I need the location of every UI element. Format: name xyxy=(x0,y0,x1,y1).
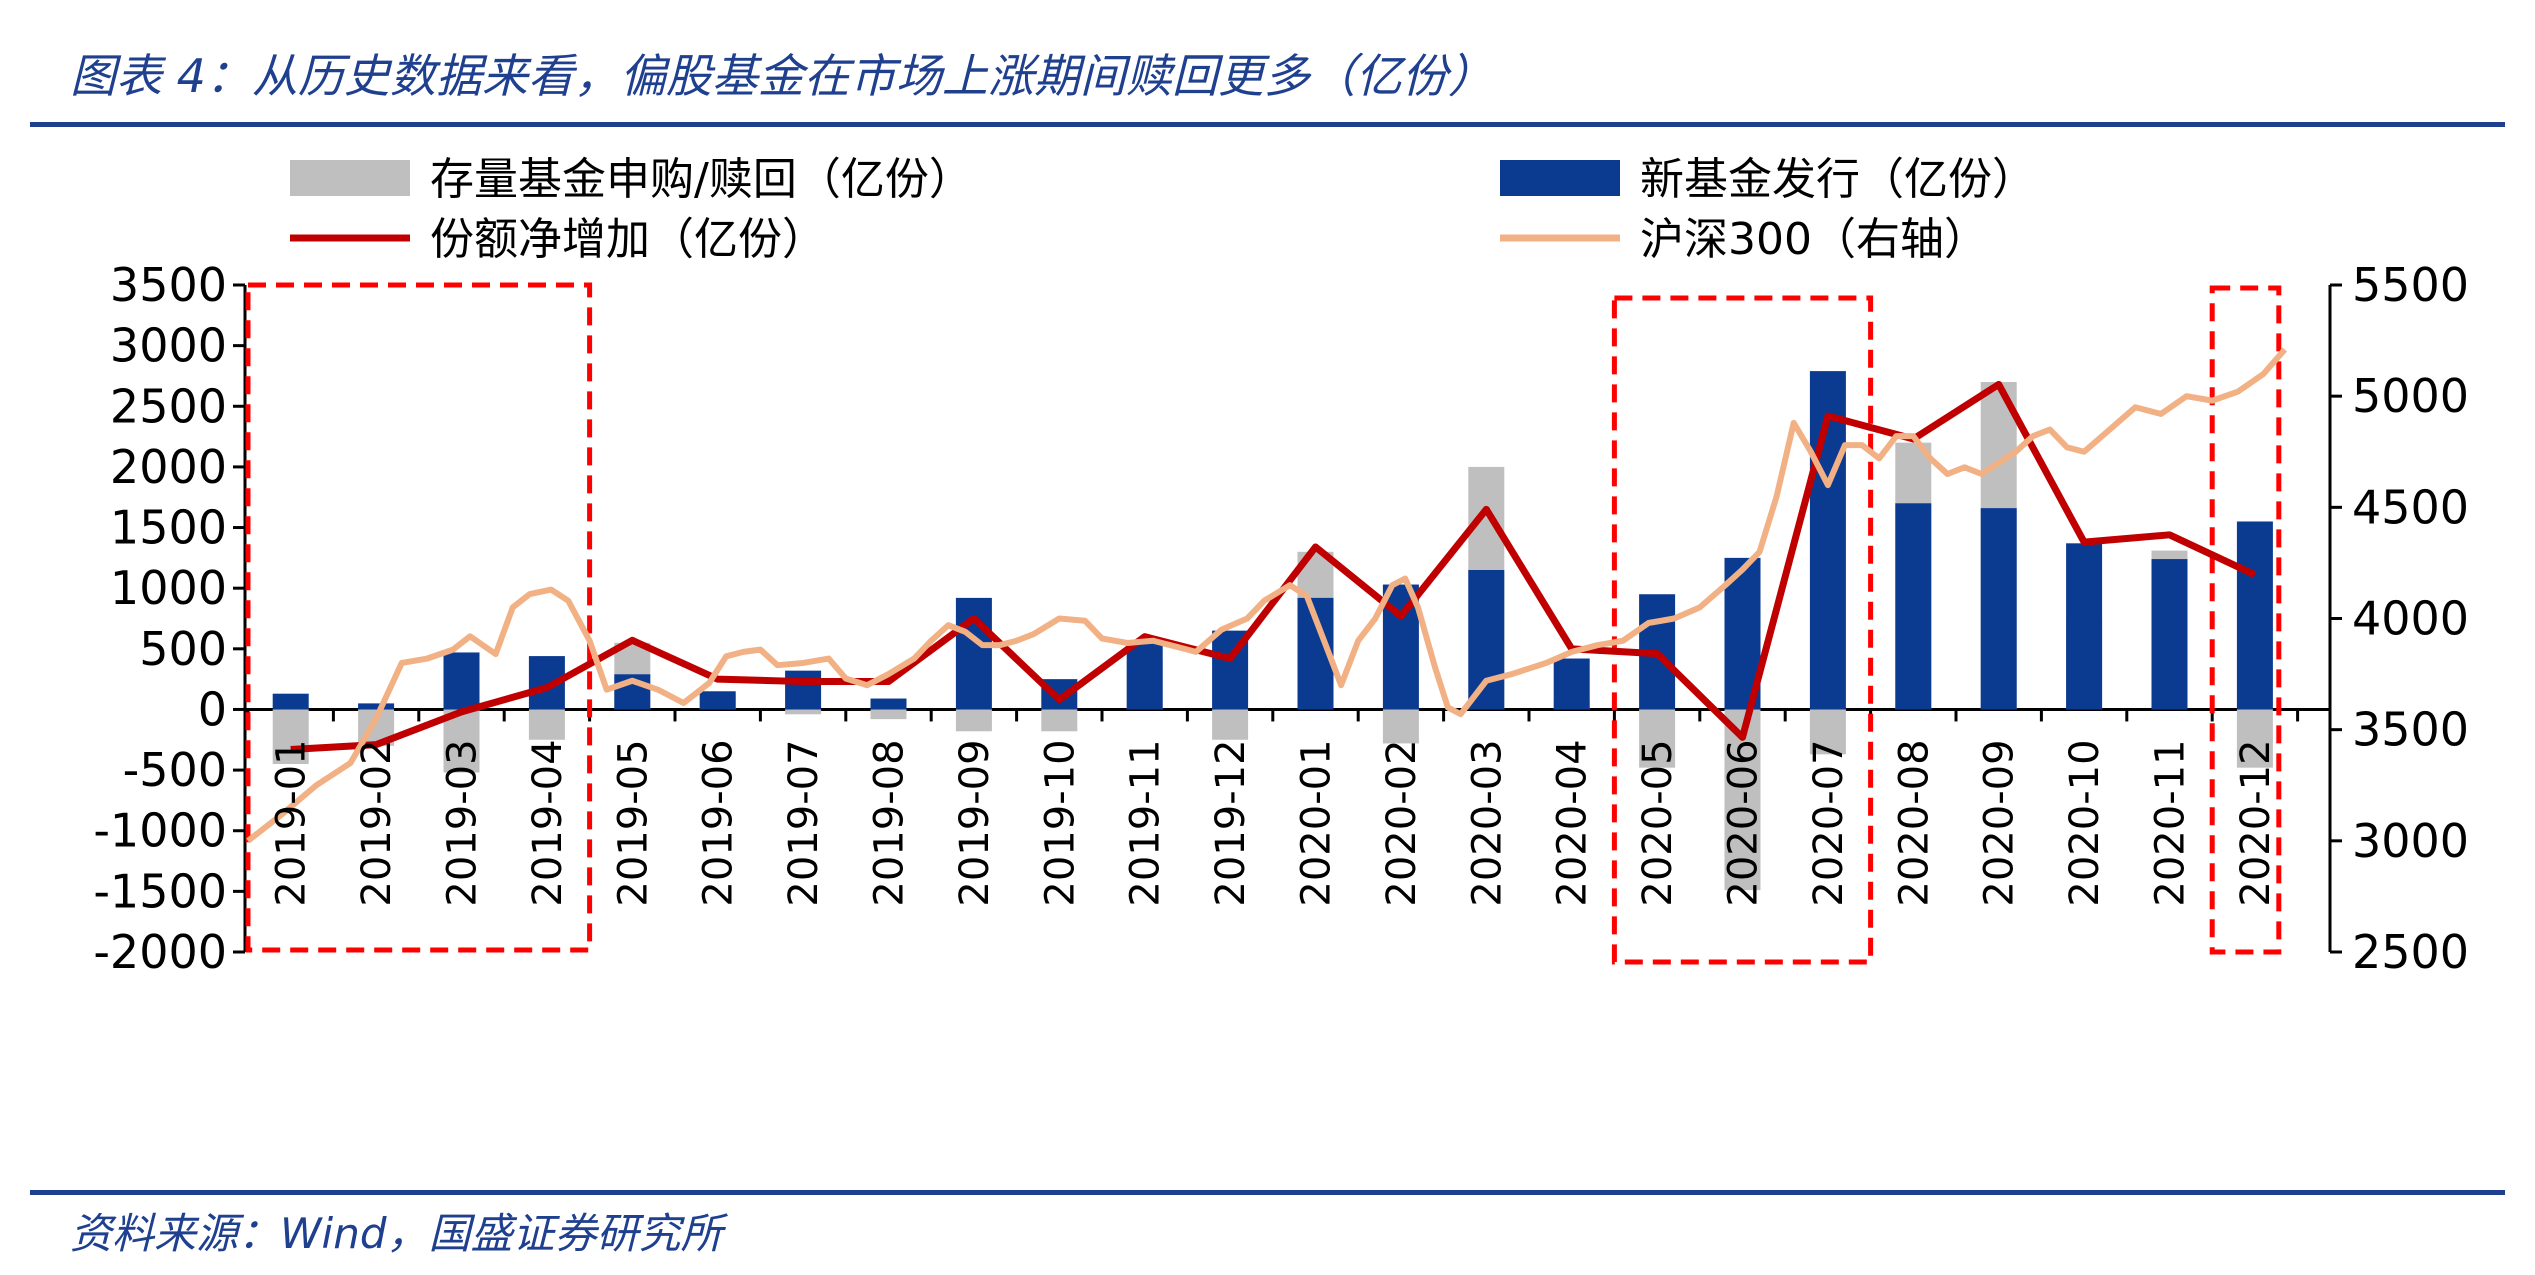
x-tick-label: 2020-06 xyxy=(1721,739,1767,906)
left-tick-label: 1500 xyxy=(110,501,227,555)
highlight-box-2020-12 xyxy=(2209,285,2282,955)
new-fund-bar-2019-07 xyxy=(785,670,822,710)
right-tick-label: 3000 xyxy=(2352,814,2469,868)
left-tick-label: 3500 xyxy=(110,258,227,312)
left-tick-label: -2000 xyxy=(93,925,227,979)
right-tick-label: 4500 xyxy=(2352,480,2469,534)
x-tick-label: 2020-11 xyxy=(2148,739,2194,906)
csi300-line xyxy=(246,347,2288,844)
existing-fund-bar-2019-07 xyxy=(785,709,822,715)
bottom-rule xyxy=(30,1190,2505,1195)
existing-fund-bar-2019-10 xyxy=(1041,709,1078,732)
x-tick-label: 2020-01 xyxy=(1294,739,1340,906)
axis-labels: 3500300025002000150010005000-500-1000-15… xyxy=(93,258,2469,979)
x-tick-label: 2020-12 xyxy=(2233,739,2279,906)
new-fund-bar-2020-11 xyxy=(2151,559,2188,710)
new-fund-bar-2019-11 xyxy=(1126,640,1163,710)
chart: 存量基金申购/赎回（亿份） 新基金发行（亿份） 份额净增加（亿份） 沪深300（右轴）… xyxy=(93,154,2469,979)
new-fund-bar-2019-08 xyxy=(870,698,907,710)
x-tick-label: 2019-05 xyxy=(610,739,656,906)
existing-fund-bar-2019-09 xyxy=(955,709,992,732)
new-fund-bar-2020-09 xyxy=(1980,508,2017,710)
x-tick-label: 2019-08 xyxy=(867,739,913,906)
new-fund-bar-2019-09 xyxy=(955,597,992,710)
x-tick-label: 2019-10 xyxy=(1037,739,1083,906)
x-tick-label: 2019-06 xyxy=(696,739,742,906)
highlight-box-2020-mid xyxy=(1611,295,1874,965)
left-tick-label: 0 xyxy=(198,682,227,736)
existing-fund-bar-2020-02 xyxy=(1382,709,1419,744)
new-fund-bar-2020-10 xyxy=(2066,543,2103,710)
left-tick-label: 3000 xyxy=(110,319,227,373)
x-tick-label: 2019-01 xyxy=(269,739,315,906)
legend-label: 存量基金申购/赎回（亿份） xyxy=(430,154,973,205)
x-tick-label: 2019-04 xyxy=(525,739,571,906)
x-tick-label: 2020-04 xyxy=(1550,739,1596,906)
new-fund-bar-2020-12 xyxy=(2236,521,2273,710)
x-tick-label: 2019-09 xyxy=(952,739,998,906)
figure-source: 资料来源：Wind，国盛证券研究所 xyxy=(70,1209,723,1258)
left-tick-label: -1000 xyxy=(93,804,227,858)
x-tick-label: 2020-05 xyxy=(1635,739,1681,906)
new-fund-bar-2020-04 xyxy=(1553,658,1590,710)
legend-swatch xyxy=(290,160,410,196)
new-fund-bar-2019-02 xyxy=(358,703,395,710)
highlight-box-2019 xyxy=(245,282,593,953)
x-tick-label: 2020-08 xyxy=(1891,739,1937,906)
x-tick-label: 2019-12 xyxy=(1208,739,1254,906)
legend-swatch xyxy=(1500,160,1620,196)
net-increase-line xyxy=(290,380,2257,753)
existing-fund-bar-2019-12 xyxy=(1212,709,1249,740)
left-tick-label: 2500 xyxy=(110,379,227,433)
x-tick-label: 2020-02 xyxy=(1379,739,1425,906)
new-fund-bar-2019-03 xyxy=(443,652,480,710)
new-fund-bar-2020-03 xyxy=(1468,569,1505,710)
left-tick-label: 2000 xyxy=(110,440,227,494)
legend-label: 新基金发行（亿份） xyxy=(1640,154,2036,205)
bar-series xyxy=(272,371,2273,891)
highlight-boxes xyxy=(245,282,2282,965)
right-tick-label: 3500 xyxy=(2352,703,2469,757)
existing-fund-bar-2020-05 xyxy=(1639,709,1676,768)
left-tick-label: -1500 xyxy=(93,864,227,918)
right-tick-label: 5000 xyxy=(2352,369,2469,423)
x-tick-label: 2019-02 xyxy=(354,739,400,906)
x-tick-label: 2020-10 xyxy=(2062,739,2108,906)
left-tick-label: 1000 xyxy=(110,561,227,615)
x-tick-label: 2019-11 xyxy=(1123,739,1169,906)
x-tick-label: 2019-07 xyxy=(781,739,827,906)
x-tick-label: 2020-03 xyxy=(1464,739,1510,906)
existing-fund-bar-2019-01 xyxy=(272,709,309,765)
x-tick-label: 2020-07 xyxy=(1806,739,1852,906)
left-tick-label: -500 xyxy=(123,743,227,797)
top-rule xyxy=(30,122,2505,127)
left-tick-label: 500 xyxy=(139,622,227,676)
existing-fund-bar-2019-08 xyxy=(870,709,907,720)
legend-label: 份额净增加（亿份） xyxy=(430,214,826,265)
right-tick-label: 4000 xyxy=(2352,592,2469,646)
new-fund-bar-2019-01 xyxy=(272,693,309,710)
figure-title: 图表 4：从历史数据来看，偏股基金在市场上涨期间赎回更多（亿份） xyxy=(70,49,1494,103)
right-tick-label: 5500 xyxy=(2352,258,2469,312)
existing-fund-bar-2020-12 xyxy=(2236,709,2273,768)
right-tick-label: 2500 xyxy=(2352,925,2469,979)
x-tick-label: 2020-09 xyxy=(1977,739,2023,906)
legend: 存量基金申购/赎回（亿份） 新基金发行（亿份） 份额净增加（亿份） 沪深300（右轴） xyxy=(290,154,2036,265)
line-series xyxy=(246,347,2288,844)
new-fund-bar-2019-06 xyxy=(699,691,736,710)
existing-fund-bar-2019-04 xyxy=(528,709,565,740)
existing-fund-bar-2020-07 xyxy=(1809,709,1846,755)
legend-label: 沪深300（右轴） xyxy=(1640,214,1988,265)
new-fund-bar-2020-08 xyxy=(1895,503,1932,710)
x-tick-label: 2019-03 xyxy=(440,739,486,906)
